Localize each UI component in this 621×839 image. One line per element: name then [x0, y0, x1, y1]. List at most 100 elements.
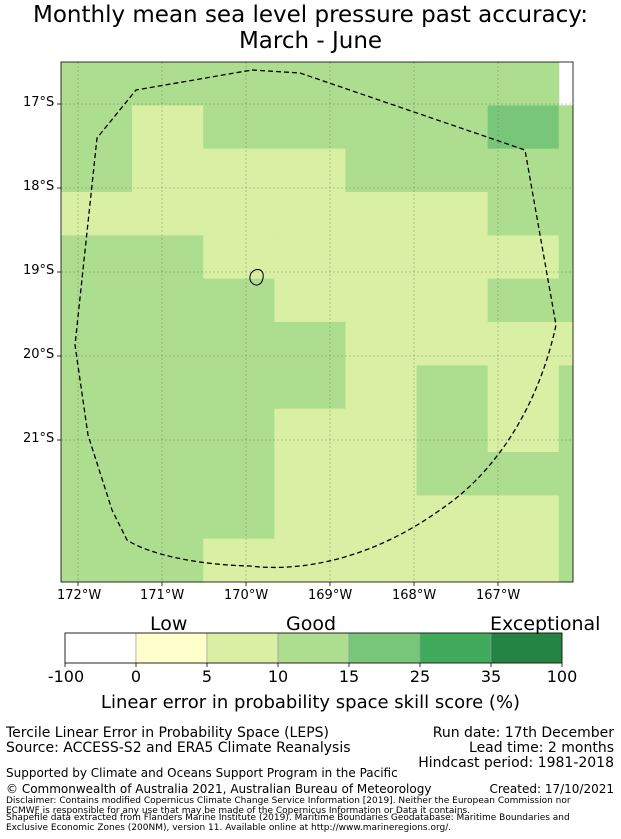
niue-island-outline [249, 269, 264, 286]
skill-cell [274, 105, 346, 150]
skill-cell [61, 62, 133, 106]
lon-label-172w: 172°W [57, 588, 102, 603]
skill-cell [132, 365, 204, 410]
skill-cell [487, 105, 560, 150]
skill-cell [274, 408, 346, 453]
copyright-text: © Commonwealth of Australia 2021, Austra… [6, 782, 432, 796]
colorbar-segment [490, 632, 563, 664]
skill-cell [132, 105, 204, 150]
lon-label-167w: 167°W [476, 588, 521, 603]
colorbar-segment [206, 632, 279, 664]
run-date-text: Run date: 17th December [432, 725, 614, 741]
source-text: Source: ACCESS-S2 and ERA5 Climate Reana… [6, 740, 351, 756]
colorbar-tick: 5 [201, 667, 213, 686]
skill-cell [132, 322, 204, 366]
skill-cell [558, 105, 574, 150]
skill-cell [416, 278, 489, 323]
support-text: Supported by Climate and Oceans Support … [6, 766, 398, 780]
skill-cell [416, 322, 489, 366]
colorbar-axis-label: Linear error in probability space skill … [100, 692, 521, 713]
skill-cell [416, 452, 489, 496]
colorbar-segment [348, 632, 421, 664]
skill-cell [487, 62, 560, 106]
method-text: Tercile Linear Error in Probability Spac… [6, 725, 329, 741]
lat-label-17s: 17°S [23, 95, 55, 110]
skill-cell [61, 365, 133, 410]
skill-cell [61, 235, 133, 280]
skill-cell [487, 452, 560, 496]
skill-cell [345, 495, 418, 540]
colorbar-category-low: Low [150, 613, 188, 635]
skill-cell [558, 495, 574, 540]
skill-cell [345, 235, 418, 280]
skill-cell [345, 452, 418, 496]
skill-cell [203, 365, 275, 410]
skill-cell [203, 495, 275, 540]
colorbar-tick: 100 [546, 667, 578, 686]
disclaimer-line-2: ECMWF is responsible for any use that ma… [6, 806, 471, 816]
skill-cell [132, 495, 204, 540]
colorbar-category-exceptional: Exceptional [490, 613, 601, 635]
lat-label-21s: 21°S [23, 431, 55, 446]
skill-cell [274, 235, 346, 280]
skill-cell [132, 235, 204, 280]
skill-cell [558, 408, 574, 453]
lead-time-text: Lead time: 2 months [469, 740, 614, 756]
skill-cell [203, 105, 275, 150]
skill-cell [132, 452, 204, 496]
skill-cell [132, 408, 204, 453]
skill-cell [274, 452, 346, 496]
skill-cell [558, 148, 574, 193]
skill-cell [416, 235, 489, 280]
skill-cell [132, 278, 204, 323]
skill-cell [203, 235, 275, 280]
lon-label-169w: 169°W [308, 588, 353, 603]
skill-cell [274, 192, 346, 236]
colorbar-frame [64, 632, 563, 664]
lat-label-18s: 18°S [23, 179, 55, 194]
skill-cell [61, 148, 133, 193]
skill-cell [345, 408, 418, 453]
skill-cell [132, 192, 204, 236]
title-line-2: March - June [238, 28, 383, 54]
skill-cell [203, 538, 275, 583]
skill-cell [558, 322, 574, 366]
created-text: Created: 17/10/2021 [489, 782, 614, 796]
skill-cell [132, 148, 204, 193]
skill-cell [61, 408, 133, 453]
skill-cell [487, 148, 560, 193]
skill-cell [203, 452, 275, 496]
colorbar-tick: 0 [130, 667, 142, 686]
skill-cell [203, 322, 275, 366]
title-line-1: Monthly mean sea level pressure past acc… [33, 2, 588, 28]
skill-cell [61, 538, 133, 583]
map-frame [60, 61, 574, 583]
skill-cell [203, 148, 275, 193]
skill-cell [345, 148, 418, 193]
colorbar-tick: 10 [267, 667, 289, 686]
eez-boundary [74, 69, 557, 569]
lat-label-19s: 19°S [23, 263, 55, 278]
colorbar-segment [277, 632, 350, 664]
skill-cell [416, 538, 489, 583]
skill-cell [61, 192, 133, 236]
shapefile-line-2: Exclusive Economic Zones (200NM), versio… [6, 823, 452, 833]
skill-cell [345, 538, 418, 583]
skill-cell [345, 192, 418, 236]
skill-cell [416, 408, 489, 453]
colorbar-tick: 25 [409, 667, 431, 686]
skill-cell [416, 105, 489, 150]
skill-cell [487, 278, 560, 323]
colorbar-segment [419, 632, 492, 664]
skill-cell [558, 365, 574, 410]
colorbar-category-good: Good [286, 613, 337, 635]
shapefile-line-1: Shapefile data extracted from Flanders M… [6, 813, 570, 823]
skill-cell [487, 495, 560, 540]
skill-cell [61, 495, 133, 540]
skill-cell [61, 105, 133, 150]
skill-cell [487, 408, 560, 453]
skill-cell [274, 495, 346, 540]
skill-cell [558, 278, 574, 323]
skill-cell [416, 365, 489, 410]
